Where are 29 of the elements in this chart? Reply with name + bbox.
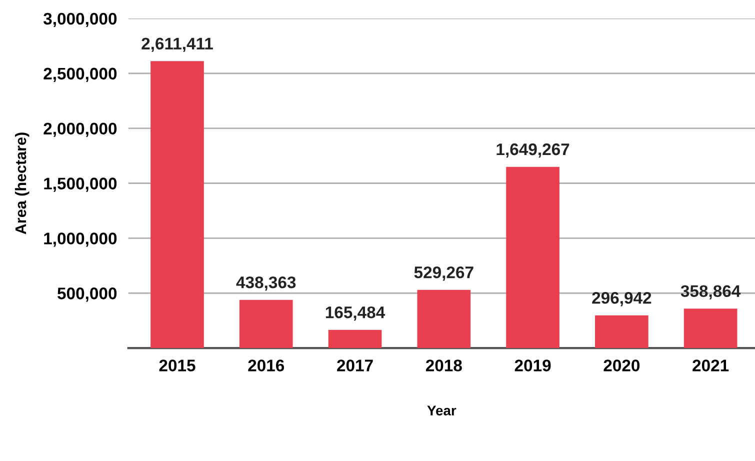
x-tick-label: 2017	[337, 360, 373, 372]
data-label: 165,484	[326, 306, 386, 321]
bar	[595, 315, 648, 348]
data-label: 358,864	[680, 285, 741, 300]
y-tick-label: 1,000,000	[44, 232, 117, 247]
x-tick-label: 2019	[514, 360, 551, 372]
y-tick-label: 2,000,000	[44, 122, 117, 137]
x-tick-label: 2020	[604, 360, 640, 372]
bar	[150, 61, 204, 348]
bar	[239, 300, 293, 348]
y-tick-label: 1,500,000	[44, 178, 117, 192]
x-axis-title: Year	[427, 406, 456, 416]
data-label: 296,942	[592, 292, 652, 306]
data-label: 438,363	[236, 276, 296, 291]
data-label: 1,649,267	[496, 143, 570, 158]
y-axis-title: Area (hectare)	[14, 132, 30, 234]
data-label: 2,611,411	[142, 38, 213, 52]
data-label: 529,267	[414, 266, 474, 281]
y-tick-label: 500,000	[58, 288, 117, 302]
x-tick-label: 2018	[426, 360, 462, 372]
x-tick-label: 2015	[159, 360, 196, 372]
bar	[684, 308, 738, 348]
y-tick-label: 3,000,000	[43, 12, 117, 28]
y-tick-label: 2,500,000	[44, 68, 117, 82]
x-tick-label: 2016	[248, 360, 284, 372]
bar	[328, 330, 382, 348]
bar	[417, 290, 471, 348]
x-tick-label: 2021	[692, 360, 729, 372]
bar	[506, 166, 560, 348]
